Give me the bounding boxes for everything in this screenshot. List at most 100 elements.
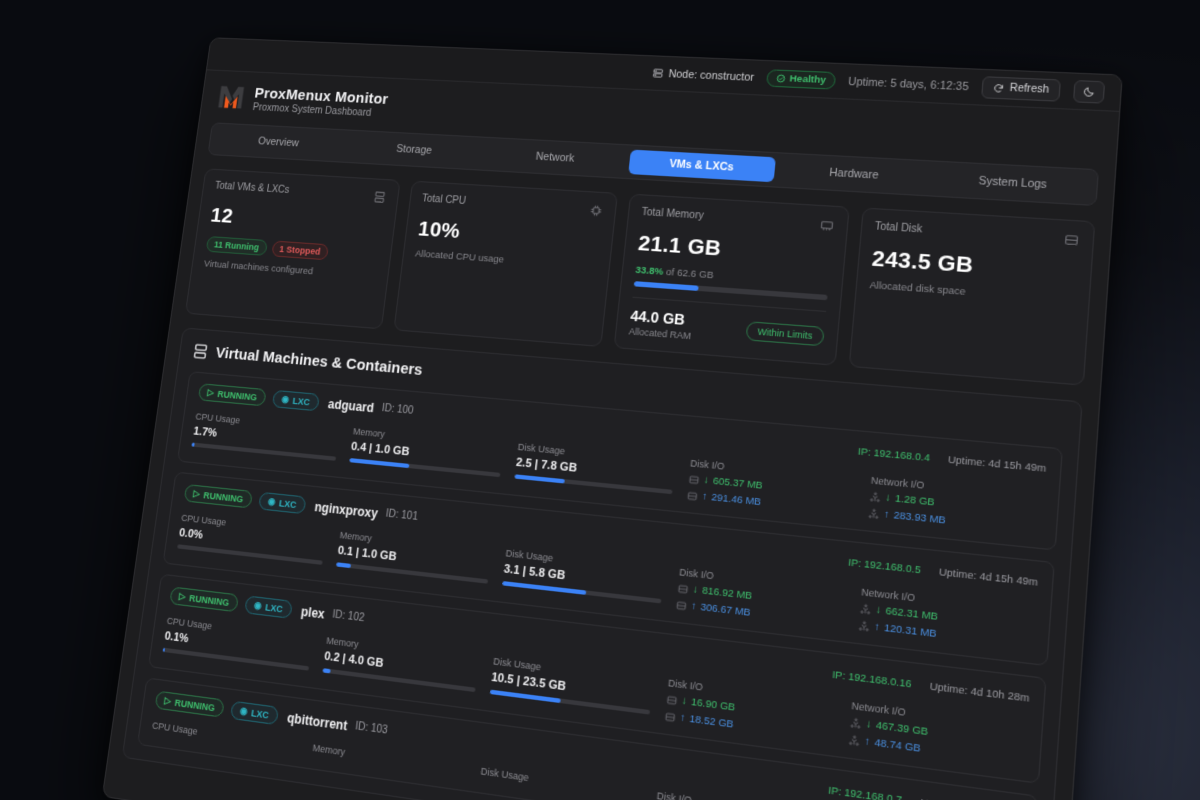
cpu-icon	[588, 204, 603, 221]
hard-drive-icon	[1063, 233, 1079, 251]
vm-cpu-usage: CPU Usage 0.0%	[177, 513, 327, 565]
card-total-memory-value: 21.1 GB	[637, 231, 723, 261]
vm-id: ID: 100	[381, 402, 415, 417]
vm-name: plex	[300, 603, 326, 622]
disk-icon	[688, 473, 700, 485]
vm-memory-usage: Memory 0.4 | 1.0 GB	[349, 426, 504, 478]
box-icon: ◉	[280, 393, 290, 405]
moon-icon	[1082, 86, 1095, 98]
download-arrow-icon: ↓	[692, 583, 699, 597]
refresh-button[interactable]: Refresh	[981, 76, 1061, 102]
play-icon: ▷	[178, 590, 187, 602]
vm-type-badge: ◉ LXC	[258, 491, 307, 515]
disk-icon	[677, 583, 689, 595]
vm-cpu-usage: CPU Usage 1.7%	[191, 411, 340, 461]
within-limits-badge: Within Limits	[745, 321, 825, 347]
card-total-vms-value: 12	[209, 203, 235, 228]
disk-icon	[664, 710, 676, 723]
upload-arrow-icon: ↑	[679, 711, 686, 725]
box-icon: ◉	[239, 705, 249, 717]
node-label: Node: constructor	[667, 67, 755, 84]
network-icon	[869, 491, 881, 503]
vm-uptime: Uptime: 4d 15h 49m	[938, 566, 1039, 590]
vm-status-badge: ▷ RUNNING	[169, 586, 239, 613]
vm-section-title: Virtual Machines & Containers	[214, 344, 424, 380]
play-icon: ▷	[163, 694, 172, 707]
upload-arrow-icon: ↑	[701, 490, 708, 504]
card-total-cpu-sub: Allocated CPU usage	[414, 248, 505, 266]
pill-running: 11 Running	[205, 236, 268, 256]
upload-arrow-icon: ↑	[873, 620, 881, 634]
proxmenux-logo-icon	[216, 82, 247, 112]
card-total-vms: Total VMs & LXCs 12 11 Running 1 Stopped…	[184, 168, 401, 330]
network-icon	[858, 620, 870, 633]
vm-uptime: Uptime: 4d 15h 49m	[947, 453, 1047, 476]
vm-ip: IP: 192.168.0.5	[847, 556, 922, 577]
memory-usage-of: of 62.6 GB	[665, 266, 715, 282]
tab-network[interactable]: Network	[535, 150, 575, 165]
card-total-cpu-value: 10%	[416, 217, 462, 244]
card-total-disk-label: Total Disk	[874, 220, 923, 236]
tab-storage[interactable]: Storage	[395, 142, 433, 157]
server-stack-icon	[191, 342, 209, 360]
vm-disk-usage: Disk Usage 10.5 | 23.5 GB	[489, 656, 654, 715]
vm-uptime: Uptime: 4d 10h 28m	[929, 680, 1030, 706]
play-icon: ▷	[206, 386, 215, 398]
download-arrow-icon: ↓	[884, 491, 892, 505]
server-icon	[652, 67, 664, 79]
node-indicator: Node: constructor	[652, 67, 755, 84]
theme-toggle-button[interactable]	[1072, 80, 1106, 104]
disk-icon	[666, 694, 678, 707]
vm-disk-io: Disk I/O ↓ 16.90 GB ↑ 18.52 GB	[664, 677, 836, 744]
download-arrow-icon: ↓	[703, 474, 710, 487]
vm-list: ▷ RUNNING ◉ LXC adguard ID: 100 IP: 192.16…	[137, 371, 1063, 800]
upload-arrow-icon: ↑	[690, 600, 697, 613]
box-icon: ◉	[253, 599, 263, 611]
vm-name: adguard	[327, 396, 375, 415]
card-total-cpu-label: Total CPU	[421, 193, 467, 208]
network-icon	[848, 734, 860, 747]
vm-id: ID: 102	[331, 608, 366, 625]
allocated-ram-value: 44.0 GB	[629, 307, 686, 329]
proxmenux-dashboard-window: Node: constructor Healthy Uptime: 5 days…	[101, 37, 1123, 800]
tab-system-logs[interactable]: System Logs	[977, 174, 1048, 192]
tab-hardware[interactable]: Hardware	[828, 166, 880, 182]
uptime-label: Uptime: 5 days, 6:12:35	[847, 75, 970, 93]
vm-name: nginxproxy	[313, 499, 379, 521]
memory-icon	[819, 218, 835, 236]
vm-type-badge: ◉ LXC	[229, 700, 279, 726]
status-badge: Healthy	[765, 69, 837, 90]
vm-memory-usage: Memory 0.1 | 1.0 GB	[335, 530, 492, 584]
vm-memory-usage: Memory 0.2 | 4.0 GB	[322, 635, 479, 693]
network-icon	[850, 717, 862, 730]
box-icon: ◉	[267, 495, 277, 507]
check-circle-icon	[776, 74, 786, 84]
disk-icon	[687, 490, 699, 502]
vm-disk-usage: Disk Usage 2.5 | 7.8 GB	[514, 442, 676, 495]
refresh-label: Refresh	[1009, 82, 1050, 96]
vm-id: ID: 103	[354, 720, 389, 737]
card-total-vms-label: Total VMs & LXCs	[214, 180, 291, 196]
card-total-disk-value: 243.5 GB	[870, 246, 975, 278]
download-arrow-icon: ↓	[875, 603, 882, 617]
vm-network-io: Network I/O ↓ 467.39 GB ↑ 48.74 GB	[848, 700, 1028, 769]
vm-ip: IP: 192.168.0.7	[827, 784, 903, 800]
disk-icon	[675, 599, 687, 611]
upload-arrow-icon: ↑	[883, 508, 890, 522]
upload-arrow-icon: ↑	[863, 735, 871, 749]
server-stack-icon	[372, 190, 386, 207]
vm-name: qbittorrent	[286, 709, 349, 734]
play-icon: ▷	[192, 487, 201, 499]
network-icon	[868, 507, 880, 519]
tab-vms-lxcs[interactable]: VMs & LXCs	[628, 149, 776, 183]
vm-ip: IP: 192.168.0.16	[831, 668, 912, 691]
health-label: Healthy	[789, 73, 827, 87]
vm-disk-io: Disk I/O ↓ 816.92 MB ↑ 306.67 MB	[675, 567, 846, 630]
tab-overview[interactable]: Overview	[257, 135, 300, 150]
refresh-icon	[993, 82, 1005, 93]
vm-network-io: Network I/O ↓ 1.28 GB ↑ 283.93 MB	[868, 475, 1045, 537]
app-header: ProxMenux Monitor Proxmox System Dashboa…	[200, 70, 1119, 165]
vm-network-io: Network I/O ↓ 662.31 MB ↑ 120.31 MB	[858, 586, 1036, 651]
download-arrow-icon: ↓	[865, 718, 872, 732]
